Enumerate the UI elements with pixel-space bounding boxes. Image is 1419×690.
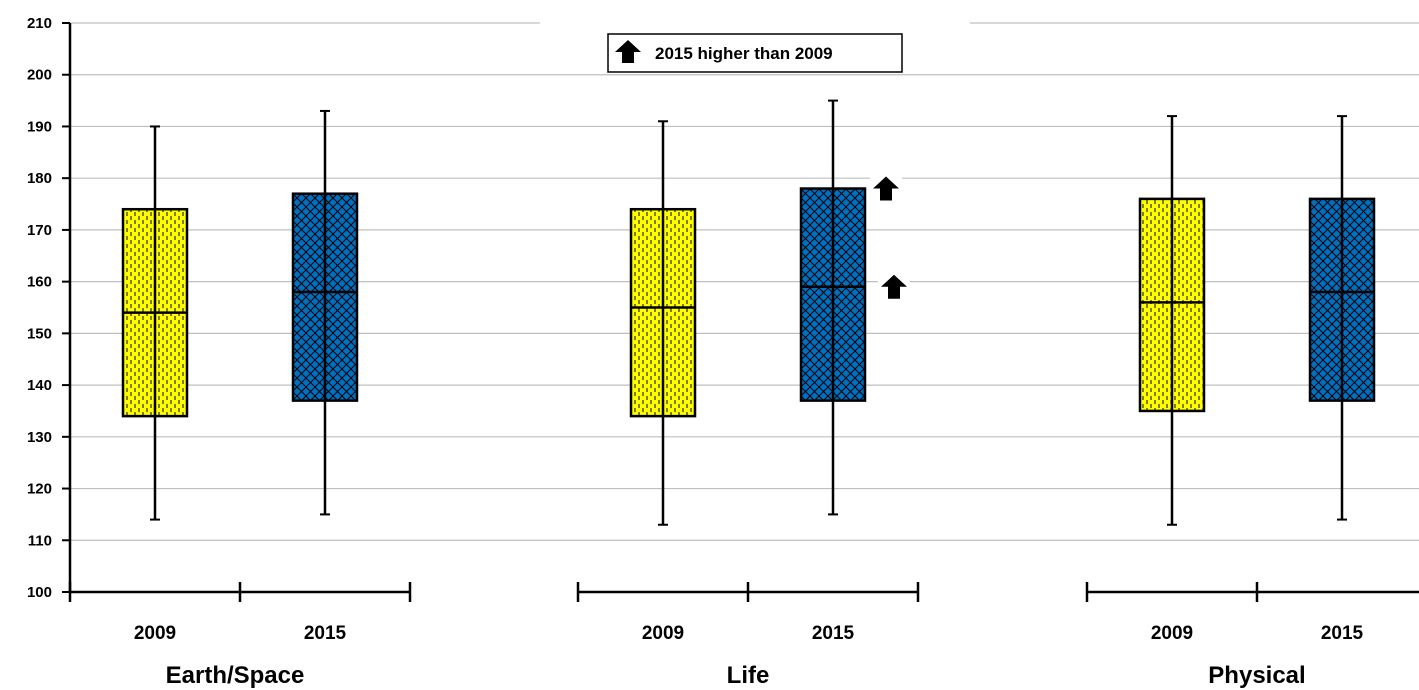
- y-tick-label: 180: [27, 170, 52, 187]
- y-tick-label: 190: [27, 118, 52, 135]
- x-category-label: 2009: [134, 623, 176, 644]
- y-tick-label: 110: [28, 532, 52, 549]
- y-tick-label: 100: [27, 584, 52, 601]
- up-arrow-icon: [881, 274, 907, 299]
- labels: 100 110 120 130 140 150 160 170 180 190 200 210 2009…: [27, 15, 1364, 689]
- y-tick-label: 170: [27, 222, 52, 239]
- x-category-label: 2009: [1151, 623, 1193, 644]
- up-arrow-icon: [615, 40, 641, 63]
- x-category-label: 2015: [304, 623, 347, 644]
- y-tick-label: 150: [27, 325, 52, 342]
- legend-box: [607, 33, 903, 73]
- x-category-label: 2015: [1321, 623, 1364, 644]
- boxes: [121, 99, 1376, 526]
- group-label: Life: [727, 662, 770, 689]
- gridlines: [70, 22, 1419, 541]
- legend: 2015 higher than 2009: [540, 18, 970, 73]
- y-tick-label: 120: [27, 481, 52, 498]
- legend-label: 2015 higher than 2009: [655, 44, 833, 63]
- y-tick-label: 140: [27, 377, 52, 394]
- y-tick-label: 160: [27, 274, 52, 291]
- x-category-label: 2009: [642, 623, 684, 644]
- y-tick-label: 130: [27, 429, 52, 446]
- y-tick-label: 210: [27, 15, 52, 32]
- group-label: Earth/Space: [166, 662, 305, 689]
- y-tick-label: 200: [27, 67, 52, 84]
- group-label: Physical: [1208, 662, 1305, 689]
- axes: [62, 22, 1419, 602]
- up-arrow-icon: [873, 176, 899, 201]
- x-category-label: 2015: [812, 623, 855, 644]
